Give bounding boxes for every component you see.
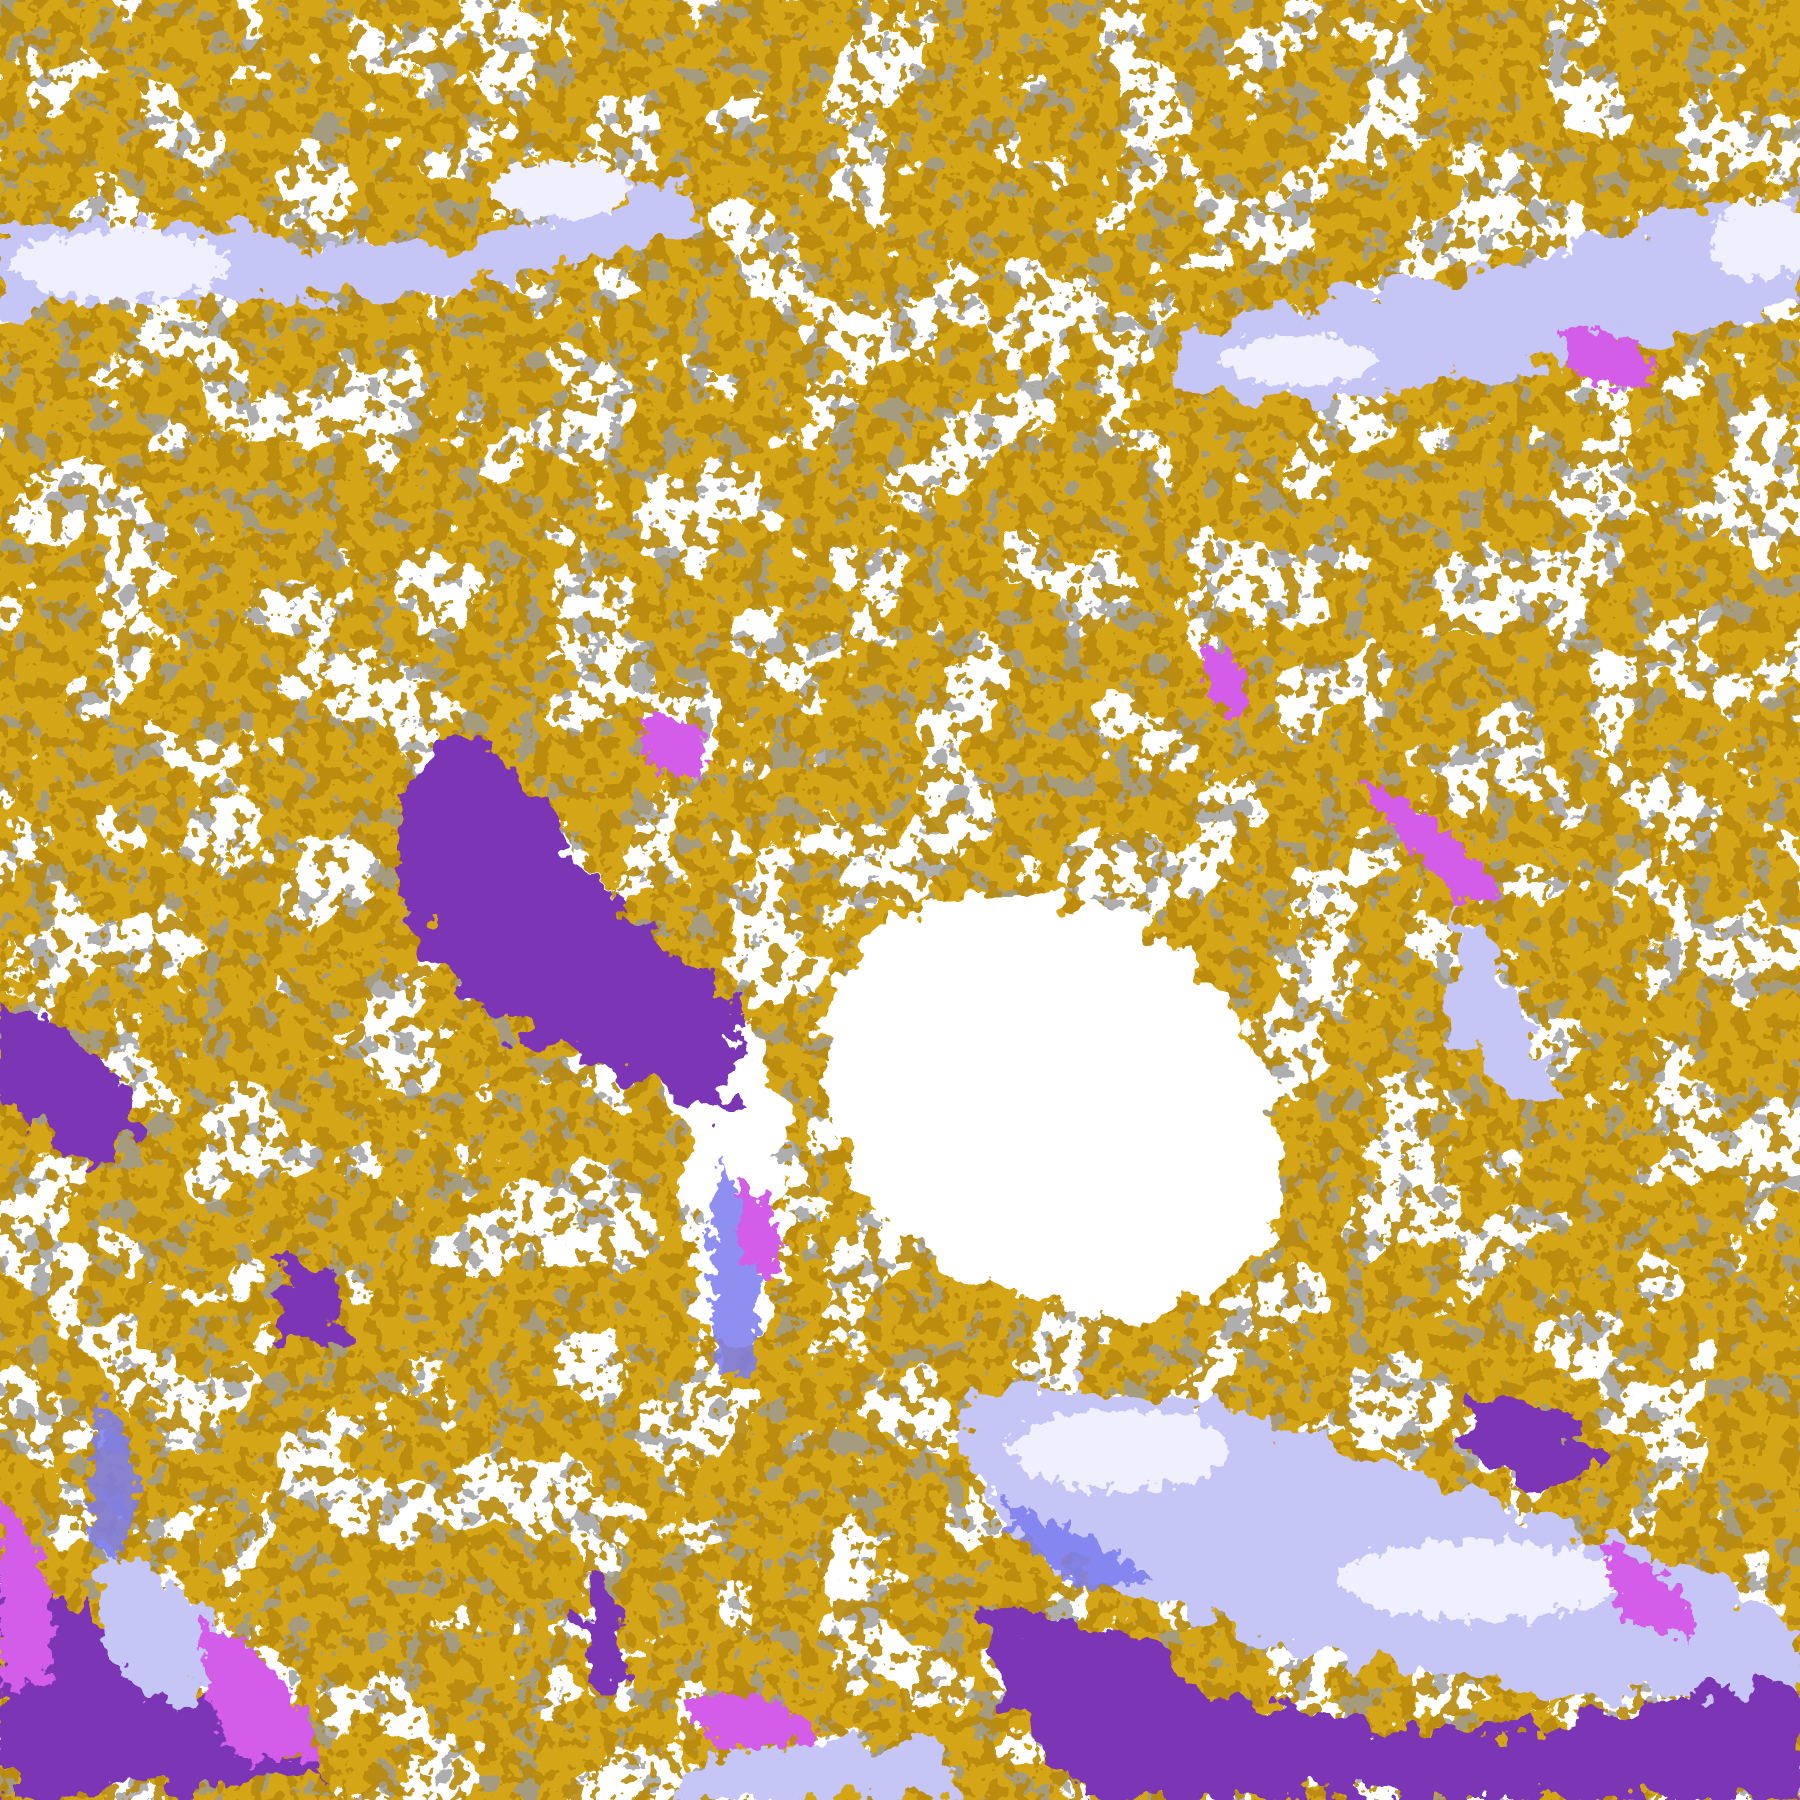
purple-band [395,744,735,1120]
cloud-core [490,160,630,220]
blue-patch [710,1160,760,1380]
magenta-patch [0,1500,53,1690]
blue-patch [1000,1500,1150,1590]
purple-patch [1460,1390,1600,1490]
purple-patch [580,1570,628,1690]
magenta-regions [0,328,1692,1760]
purple-band [980,1618,1800,1800]
magenta-patch [1600,1540,1692,1640]
blue-regions [90,1160,1150,1590]
blue-patch [90,1400,138,1560]
magenta-patch [640,715,707,780]
cloud-core [1710,200,1800,280]
cloud-core [1010,1410,1230,1490]
cloud-core [1340,1540,1620,1620]
magenta-patch [740,1180,780,1280]
bright-cloud-cores [10,160,1800,1620]
magenta-patch [1560,328,1652,390]
cloud-core [10,230,230,300]
magenta-patch [1360,780,1500,900]
cloud-core [1220,335,1380,385]
magenta-patch [200,1620,320,1760]
purple-patch [0,1000,140,1170]
magenta-patch [680,1692,820,1750]
lavender-patch [680,1736,960,1800]
purple-patch [275,1258,352,1348]
magenta-patch [1200,640,1248,720]
lavender-band [1450,900,1560,1102]
